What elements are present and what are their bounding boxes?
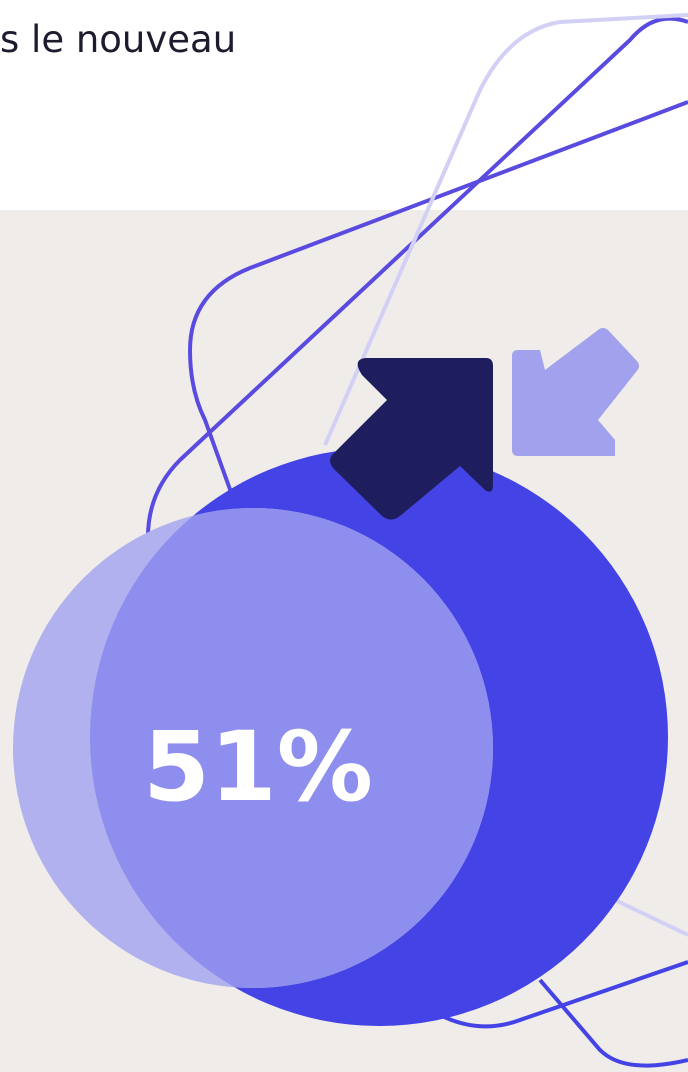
deco-line (146, 16, 688, 561)
deco-line (538, 978, 688, 1068)
deco-line (614, 898, 688, 937)
top-band (0, 0, 688, 210)
header-text: s le nouveau (0, 18, 236, 61)
arrow-down (512, 328, 639, 456)
overlap (90, 508, 493, 988)
arrow-up (330, 358, 493, 520)
stat-label: 51% (143, 711, 373, 823)
deco-line (439, 960, 688, 1029)
deco-line (187, 100, 688, 496)
deco-line (323, 13, 688, 446)
